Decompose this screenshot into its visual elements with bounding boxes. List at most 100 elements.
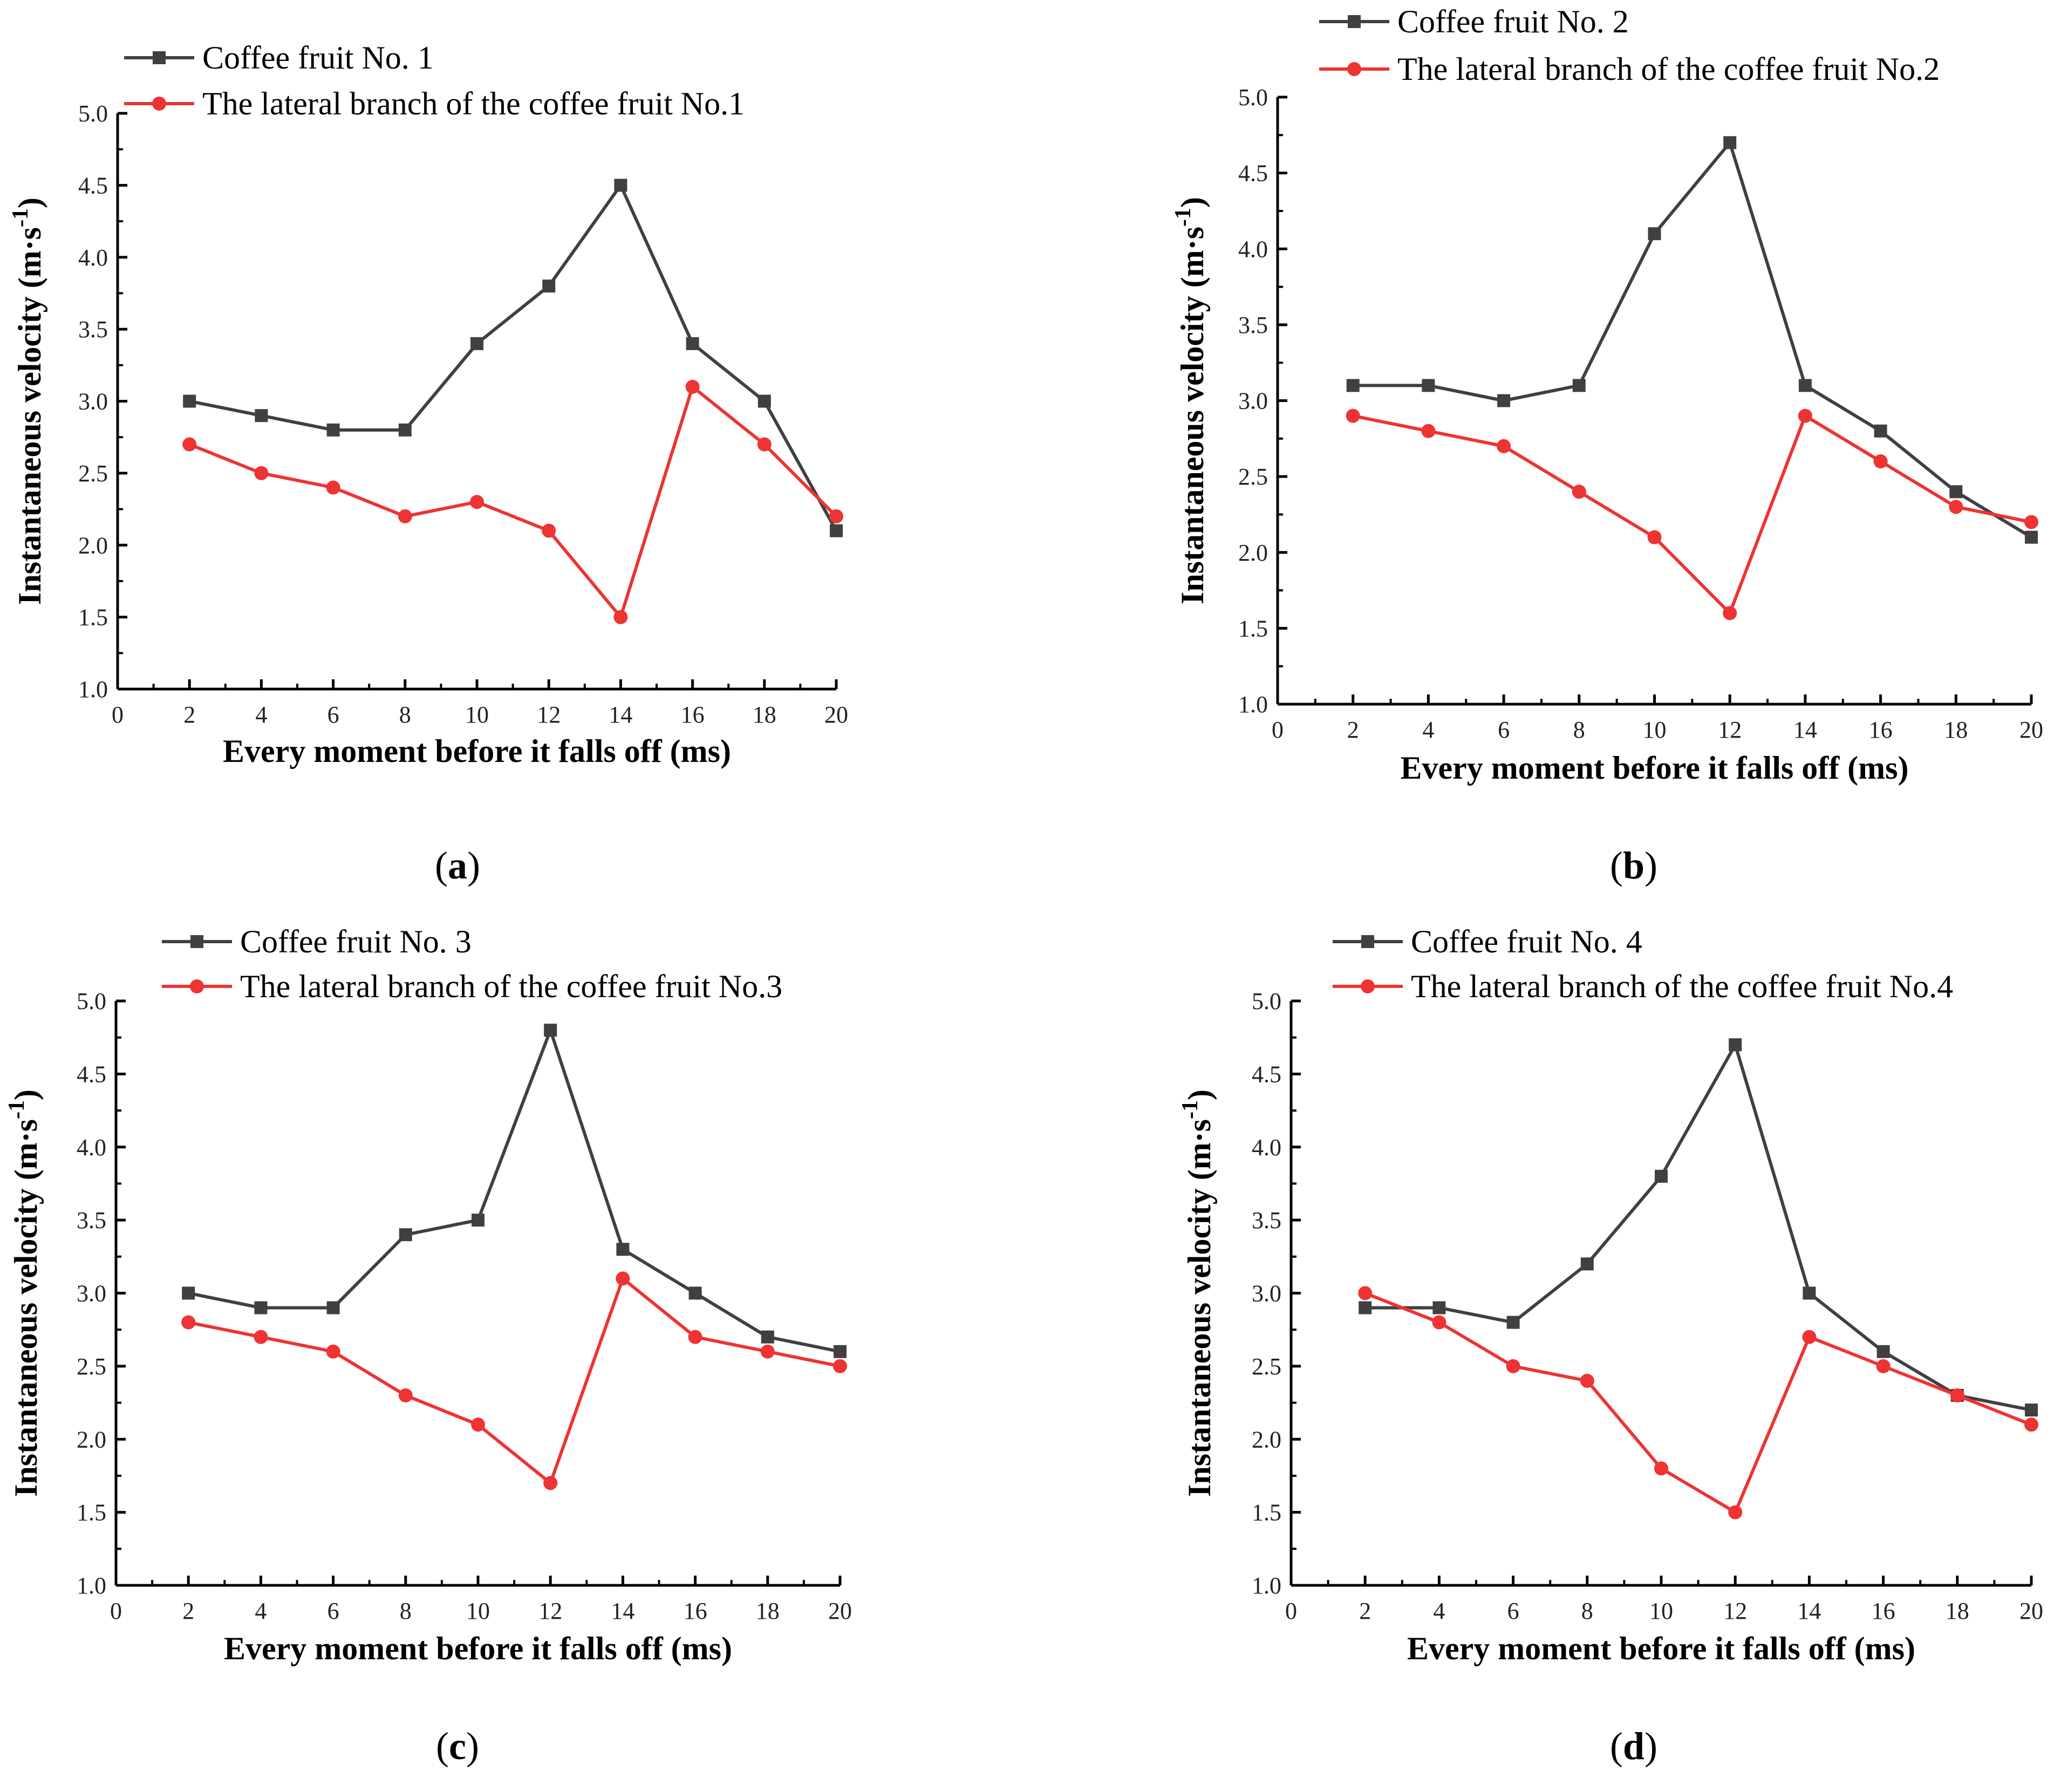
- data-point-square: [686, 337, 699, 350]
- legend-label: The lateral branch of the coffee fruit N…: [240, 969, 782, 1004]
- data-point-square: [1876, 1345, 1890, 1358]
- data-point-circle: [398, 509, 412, 523]
- data-point-circle: [1358, 1286, 1373, 1300]
- y-tick-label: 1.0: [1252, 1572, 1281, 1599]
- y-tick-label: 2.0: [78, 532, 108, 558]
- x-tick-label: 16: [684, 1598, 707, 1624]
- x-tick-label: 20: [2019, 717, 2043, 743]
- data-point-square: [254, 1301, 268, 1314]
- data-point-square: [1432, 1301, 1446, 1314]
- legend-marker-circle: [190, 979, 204, 993]
- y-axis-title-superscript: -1: [1178, 1100, 1203, 1119]
- x-tick-label: 4: [255, 701, 267, 728]
- data-point-square: [758, 394, 771, 408]
- x-tick-label: 12: [538, 1598, 562, 1624]
- y-tick-label: 4.5: [1238, 160, 1268, 187]
- data-point-circle: [757, 437, 772, 452]
- legend-label: Coffee fruit No. 3: [240, 924, 472, 959]
- y-tick-label: 1.5: [1252, 1500, 1281, 1526]
- data-point-circle: [1506, 1359, 1520, 1373]
- data-point-circle: [1873, 454, 1888, 468]
- y-axis-title-main: Instantaneous velocity (m·s: [1175, 227, 1210, 604]
- data-point-square: [326, 423, 340, 437]
- x-tick-label: 18: [756, 1598, 780, 1624]
- x-tick-label: 14: [1797, 1598, 1821, 1624]
- data-point-circle: [1723, 606, 1737, 621]
- y-tick-label: 1.0: [78, 676, 108, 703]
- data-point-square: [830, 524, 843, 537]
- y-tick-label: 2.0: [77, 1426, 106, 1453]
- data-point-circle: [1876, 1359, 1891, 1373]
- legend-marker-square: [153, 51, 166, 64]
- series-line-1: [1353, 141, 2032, 539]
- x-tick-label: 8: [1581, 1598, 1593, 1624]
- y-axis-title: Instantaneous velocity (m·s-1): [8, 197, 47, 605]
- series-line-2: [189, 385, 838, 619]
- data-point-circle: [543, 1476, 558, 1490]
- y-axis-title-main: Instantaneous velocity (m·s: [8, 1119, 44, 1497]
- data-point-circle: [1572, 485, 1586, 499]
- x-tick-label: 20: [824, 701, 848, 728]
- data-point-square: [183, 394, 196, 408]
- y-tick-label: 3.0: [1252, 1280, 1281, 1307]
- legend-label: Coffee fruit No. 2: [1397, 4, 1629, 39]
- data-point-square: [2025, 1403, 2038, 1417]
- x-axis-title: Every moment before it falls off (ms): [1401, 750, 1909, 786]
- chart-panel-a: 1.0 1.5 2.0 2.5 3.0 3.5 4.0 4.5 5.0 0 2 4 6 8 10 12 14 16…: [8, 40, 848, 887]
- y-tick-label: 1.0: [77, 1572, 106, 1599]
- panel-label-letter: d: [1623, 1725, 1644, 1768]
- data-point-square: [761, 1330, 774, 1344]
- data-point-square: [1874, 424, 1887, 438]
- data-point-circle: [542, 523, 556, 538]
- data-point-circle: [1432, 1315, 1446, 1330]
- series-line-1: [189, 183, 838, 532]
- y-tick-label: 4.5: [78, 172, 108, 199]
- data-point-circle: [1728, 1505, 1743, 1520]
- legend-marker-circle: [152, 97, 166, 111]
- data-point-circle: [1580, 1373, 1594, 1388]
- y-tick-label: 1.5: [77, 1500, 106, 1526]
- data-point-circle: [1950, 1388, 1964, 1403]
- y-tick-label: 2.5: [77, 1353, 106, 1380]
- series-line-1: [1365, 1043, 2032, 1412]
- data-point-circle: [181, 1315, 196, 1330]
- x-axis-title: Every moment before it falls off (ms): [1407, 1631, 1915, 1666]
- y-tick-label: 2.5: [1238, 464, 1268, 490]
- series-line-1: [188, 1028, 841, 1353]
- y-tick-label: 1.5: [1238, 615, 1268, 642]
- y-axis-title: Instantaneous velocity (m·s-1): [4, 1089, 44, 1497]
- data-point-square: [470, 337, 483, 350]
- legend-marker-square: [1361, 935, 1374, 948]
- data-point-square: [1655, 1169, 1668, 1183]
- data-point-square: [834, 1345, 847, 1358]
- data-point-square: [1497, 394, 1511, 407]
- x-tick-label: 16: [1869, 717, 1893, 743]
- data-point-square: [1572, 379, 1586, 392]
- y-axis-title-tail: ): [1182, 1089, 1217, 1100]
- x-tick-label: 14: [609, 701, 632, 728]
- legend-marker-circle: [1361, 979, 1375, 993]
- x-tick-label: 0: [1272, 717, 1284, 743]
- data-point-circle: [1802, 1330, 1817, 1344]
- x-tick-label: 2: [183, 701, 195, 728]
- data-point-square: [1359, 1301, 1372, 1314]
- x-tick-label: 18: [1946, 1598, 1969, 1624]
- y-tick-label: 5.0: [1252, 988, 1281, 1014]
- y-tick-label: 2.5: [1252, 1353, 1281, 1380]
- y-tick-label: 3.0: [78, 389, 108, 415]
- legend-label: Coffee fruit No. 4: [1411, 924, 1642, 959]
- x-tick-label: 6: [1507, 1598, 1519, 1624]
- data-point-square: [1422, 379, 1435, 392]
- x-axis-title: Every moment before it falls off (ms): [224, 1631, 732, 1666]
- data-point-circle: [471, 1418, 485, 1432]
- y-axis-title-tail: ): [8, 1089, 44, 1100]
- data-point-circle: [1647, 530, 1662, 544]
- x-tick-label: 16: [1872, 1598, 1895, 1624]
- data-point-circle: [1654, 1461, 1668, 1476]
- data-point-square: [1506, 1316, 1520, 1329]
- panel-label-paren: (: [1610, 1725, 1623, 1768]
- y-axis-title-main: Instantaneous velocity (m·s: [12, 227, 47, 605]
- data-point-circle: [688, 1330, 702, 1344]
- y-tick-label: 3.5: [1252, 1207, 1281, 1234]
